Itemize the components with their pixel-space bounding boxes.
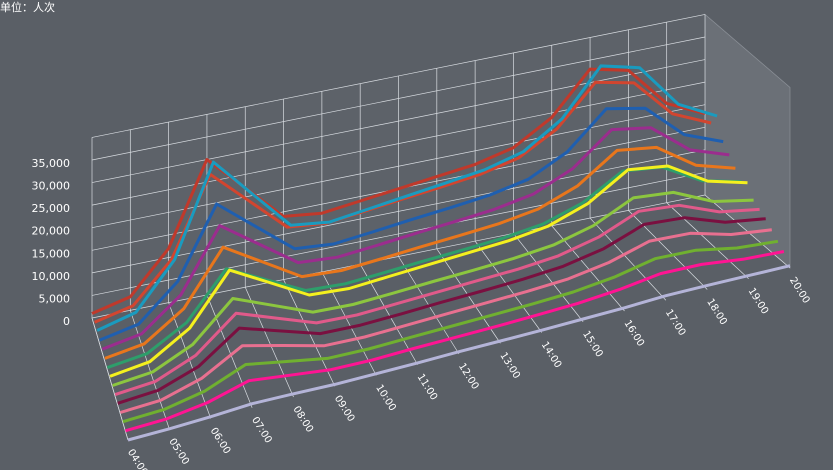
y-tick-label: 25,000 xyxy=(32,202,71,215)
floor-grid-line xyxy=(474,240,543,333)
floor-grid-line xyxy=(666,202,749,280)
chart-title: 单位：人次 xyxy=(0,0,55,14)
grid-line xyxy=(91,194,706,319)
x-tick-label: 06:00 xyxy=(208,426,233,456)
x-tick-label: 19:00 xyxy=(746,286,771,316)
grid-line xyxy=(91,81,706,206)
y-tick-label: 20,000 xyxy=(32,225,71,238)
x-tick-label: 11:00 xyxy=(415,372,440,402)
x-tick-label: 04:00 xyxy=(125,447,150,470)
series-line xyxy=(122,239,779,424)
y-tick-label: 0 xyxy=(63,315,70,328)
floor-grid-line xyxy=(513,233,584,322)
series-line xyxy=(119,228,772,414)
x-tick-label: 05:00 xyxy=(166,437,191,467)
y-tick-label: 30,000 xyxy=(32,180,71,193)
x-tick-label: 12:00 xyxy=(456,361,481,391)
y-tick-label: 10,000 xyxy=(32,270,71,283)
floor-grid-line xyxy=(551,225,625,312)
floor-edge xyxy=(91,317,129,441)
x-tick-label: 07:00 xyxy=(249,415,274,445)
series-line xyxy=(117,216,766,405)
series-line xyxy=(109,164,748,378)
x-tick-label: 10:00 xyxy=(373,383,398,413)
floor-grid-line xyxy=(206,294,253,408)
grid-line xyxy=(91,149,706,274)
x-tick-label: 15:00 xyxy=(580,329,605,359)
floor-grid-line xyxy=(628,210,708,290)
x-tick-label: 20:00 xyxy=(787,275,812,305)
series-line xyxy=(104,145,736,360)
y-tick-label: 5,000 xyxy=(39,292,71,305)
grid-line xyxy=(91,14,706,138)
y-tick-label: 15,000 xyxy=(32,247,71,260)
x-tick-label: 16:00 xyxy=(621,318,646,348)
series-line xyxy=(101,126,730,351)
series-line xyxy=(124,250,785,433)
floor-grid-line xyxy=(589,217,667,301)
series-line xyxy=(91,67,706,315)
x-tick-label: 14:00 xyxy=(539,340,564,370)
floor-grid-line xyxy=(321,271,377,376)
series-line xyxy=(96,64,718,332)
floor-grid-line xyxy=(244,287,294,398)
x-tick-label: 13:00 xyxy=(497,351,522,381)
y-tick-label: 35,000 xyxy=(32,157,71,170)
grid-line xyxy=(91,59,706,183)
x-tick-label: 08:00 xyxy=(290,404,315,434)
series-line xyxy=(112,190,754,387)
grid-line xyxy=(91,36,706,161)
x-tick-label: 09:00 xyxy=(332,394,357,424)
series-line xyxy=(127,264,791,442)
series-line xyxy=(99,106,724,342)
x-tick-label: 18:00 xyxy=(704,297,729,327)
series-line xyxy=(114,203,760,397)
x-tick-label: 17:00 xyxy=(663,308,688,338)
